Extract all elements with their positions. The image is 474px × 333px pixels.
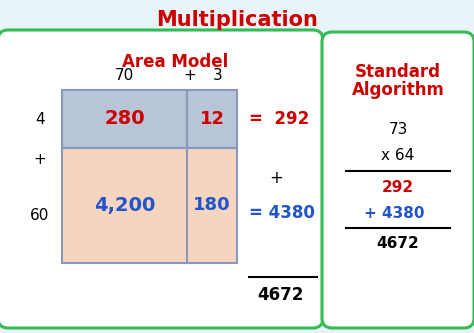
Text: + 4380: + 4380: [364, 205, 424, 220]
Text: 4672: 4672: [377, 236, 419, 251]
Text: 73: 73: [388, 123, 408, 138]
Text: +: +: [183, 69, 196, 84]
Bar: [187, 148, 237, 263]
Bar: [187, 90, 237, 148]
Text: 3: 3: [213, 69, 223, 84]
Text: +: +: [269, 169, 283, 187]
Text: Multiplication: Multiplication: [156, 10, 318, 30]
Text: 60: 60: [30, 208, 50, 223]
Text: 70: 70: [115, 69, 134, 84]
Text: Algorithm: Algorithm: [352, 81, 445, 99]
Bar: [62, 90, 187, 148]
Text: 4: 4: [35, 112, 45, 127]
Text: Standard: Standard: [355, 63, 441, 81]
Text: 180: 180: [193, 196, 231, 214]
Text: 280: 280: [104, 110, 145, 129]
Text: Area Model: Area Model: [122, 53, 228, 71]
Text: x 64: x 64: [382, 149, 415, 164]
Text: =  292: = 292: [249, 110, 309, 128]
Text: 12: 12: [200, 110, 225, 128]
Text: 4,200: 4,200: [94, 196, 155, 215]
Text: 4672: 4672: [257, 286, 303, 304]
FancyBboxPatch shape: [322, 32, 474, 328]
Text: = 4380: = 4380: [249, 204, 315, 222]
Text: +: +: [34, 153, 46, 167]
FancyBboxPatch shape: [0, 30, 323, 328]
Text: 292: 292: [382, 179, 414, 194]
Bar: [62, 148, 187, 263]
